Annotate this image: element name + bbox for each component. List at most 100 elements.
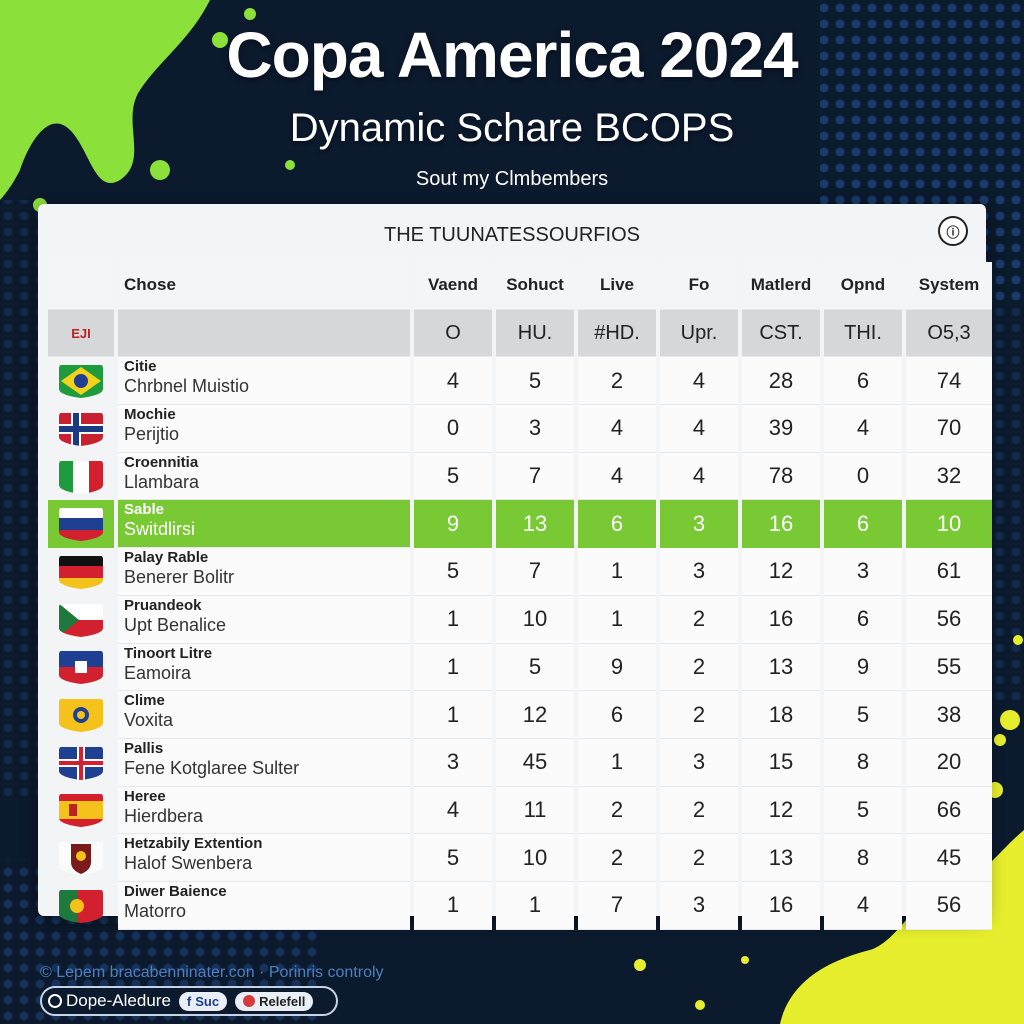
flag-brazil-icon bbox=[59, 365, 103, 399]
stat-cell: 10 bbox=[496, 595, 574, 644]
team-name-primary: Citie bbox=[124, 358, 157, 376]
column-header[interactable]: Chose bbox=[118, 262, 410, 310]
team-flag bbox=[48, 739, 114, 787]
flag-portugal-icon bbox=[59, 889, 103, 923]
stat-cell: 9 bbox=[578, 643, 656, 692]
tagline: Sout my Clmbembers bbox=[415, 168, 609, 190]
footer-link[interactable]: © Lepem bracabenninater.con · Porinris c… bbox=[40, 964, 384, 981]
stat-cell: 3 bbox=[660, 548, 738, 596]
stat-cell: 16 bbox=[742, 881, 820, 930]
stat-cell: 4 bbox=[414, 786, 492, 835]
stat-cell: 5 bbox=[496, 357, 574, 406]
team-flag bbox=[48, 834, 114, 882]
stat-cell: 16 bbox=[742, 595, 820, 644]
stat-cell: 5 bbox=[414, 548, 492, 596]
team-name[interactable]: Pallis Fene Kotglaree Sulter bbox=[118, 738, 410, 787]
team-name[interactable]: Croennitia Llambara bbox=[118, 452, 410, 501]
team-name-primary: Palay Rable bbox=[124, 549, 209, 567]
team-name[interactable]: Pruandeok Upt Benalice bbox=[118, 595, 410, 644]
stat-cell: 13 bbox=[742, 834, 820, 882]
stat-cell: 45 bbox=[906, 834, 992, 882]
subscribe-label: Relefell bbox=[259, 993, 306, 1009]
column-header[interactable]: Vaend bbox=[414, 262, 492, 310]
column-header[interactable]: System bbox=[906, 262, 992, 310]
team-flag bbox=[48, 691, 114, 739]
stat-cell: 32 bbox=[906, 452, 992, 501]
stat-cell: 4 bbox=[660, 405, 738, 453]
team-flag bbox=[48, 453, 114, 501]
stat-cell: 2 bbox=[660, 595, 738, 644]
column-header[interactable]: Live bbox=[578, 262, 656, 310]
stat-cell: 0 bbox=[414, 405, 492, 453]
subscribe-button[interactable]: Relefell bbox=[235, 991, 314, 1011]
stat-cell: 5 bbox=[414, 834, 492, 882]
stat-cell: 2 bbox=[578, 834, 656, 882]
team-name[interactable]: Hetzabily Extention Halof Swenbera bbox=[118, 834, 410, 882]
stat-cell: 4 bbox=[660, 357, 738, 406]
page-subtitle: Dynamic Schare BCOPS bbox=[289, 106, 735, 150]
team-name-primary: Croennitia bbox=[124, 453, 199, 471]
stat-cell: 61 bbox=[906, 548, 992, 596]
team-name[interactable]: Tinoort Litre Eamoira bbox=[118, 643, 410, 692]
team-name-secondary: Upt Benalice bbox=[124, 614, 227, 635]
team-name[interactable]: Citie Chrbnel Muistio bbox=[118, 357, 410, 406]
standings-table: Chose Vaend Sohuct Live Fo Matlerd Opnd System E… bbox=[48, 262, 992, 930]
stat-cell: 6 bbox=[578, 500, 656, 549]
stat-cell: 39 bbox=[742, 405, 820, 453]
team-name-primary: Heree bbox=[124, 787, 166, 805]
flag-uk-icon bbox=[59, 746, 103, 780]
stat-cell: 3 bbox=[496, 405, 574, 453]
stat-cell: 78 bbox=[742, 452, 820, 501]
team-name[interactable]: Mochie Perijtio bbox=[118, 405, 410, 453]
page-title: Copa America 2024 bbox=[226, 19, 798, 91]
team-name[interactable]: Clime Voxita bbox=[118, 691, 410, 739]
team-name[interactable]: Sable Switdlirsi bbox=[118, 500, 410, 549]
stat-cell: 1 bbox=[414, 881, 492, 930]
subheader-cell: THI. bbox=[824, 309, 902, 358]
flag-haiti-icon bbox=[59, 651, 103, 685]
stat-cell: 6 bbox=[824, 357, 902, 406]
stat-cell: 3 bbox=[414, 738, 492, 787]
column-header[interactable]: Matlerd bbox=[742, 262, 820, 310]
column-header[interactable]: Opnd bbox=[824, 262, 902, 310]
team-flag bbox=[48, 500, 114, 549]
stat-cell: 20 bbox=[906, 738, 992, 787]
flag-yellow-icon bbox=[59, 699, 103, 733]
team-name-primary: Sable bbox=[124, 501, 165, 519]
subheader-cell: O bbox=[414, 309, 492, 358]
stat-cell: 2 bbox=[660, 643, 738, 692]
team-name[interactable]: Palay Rable Benerer Bolitr bbox=[118, 548, 410, 596]
column-header[interactable]: Sohuct bbox=[496, 262, 574, 310]
stat-cell: 8 bbox=[824, 738, 902, 787]
subheader-cell bbox=[118, 309, 410, 358]
stat-cell: 10 bbox=[906, 500, 992, 549]
team-name-secondary: Llambara bbox=[124, 471, 200, 492]
team-name-secondary: Perijtio bbox=[124, 424, 180, 445]
team-name-primary: Clime bbox=[124, 692, 165, 710]
team-name[interactable]: Heree Hierdbera bbox=[118, 786, 410, 835]
team-name-primary: Tinoort Litre bbox=[124, 644, 213, 662]
stat-cell: 12 bbox=[742, 786, 820, 835]
flag-russia-icon bbox=[59, 508, 103, 542]
stat-cell: 7 bbox=[496, 452, 574, 501]
stat-cell: 0 bbox=[824, 452, 902, 501]
facebook-button[interactable]: f Suc bbox=[178, 991, 228, 1011]
stat-cell: 18 bbox=[742, 691, 820, 739]
column-header[interactable]: Fo bbox=[660, 262, 738, 310]
team-name-secondary: Fene Kotglaree Sulter bbox=[124, 757, 300, 778]
stat-cell: 28 bbox=[742, 357, 820, 406]
brand-logo[interactable]: Dope-Aledure bbox=[48, 991, 171, 1011]
info-icon[interactable]: ⓘ bbox=[938, 216, 968, 246]
team-name[interactable]: Diwer Baience Matorro bbox=[118, 881, 410, 930]
stat-cell: 4 bbox=[414, 357, 492, 406]
stat-cell: 1 bbox=[414, 643, 492, 692]
flag-norway-icon bbox=[59, 412, 103, 446]
column-header[interactable] bbox=[48, 262, 114, 310]
stat-cell: 2 bbox=[660, 786, 738, 835]
stat-cell: 1 bbox=[578, 548, 656, 596]
team-flag bbox=[48, 644, 114, 692]
stat-cell: 3 bbox=[660, 738, 738, 787]
stat-cell: 3 bbox=[660, 500, 738, 549]
flag-crest-icon bbox=[59, 842, 103, 876]
stat-cell: 3 bbox=[660, 881, 738, 930]
